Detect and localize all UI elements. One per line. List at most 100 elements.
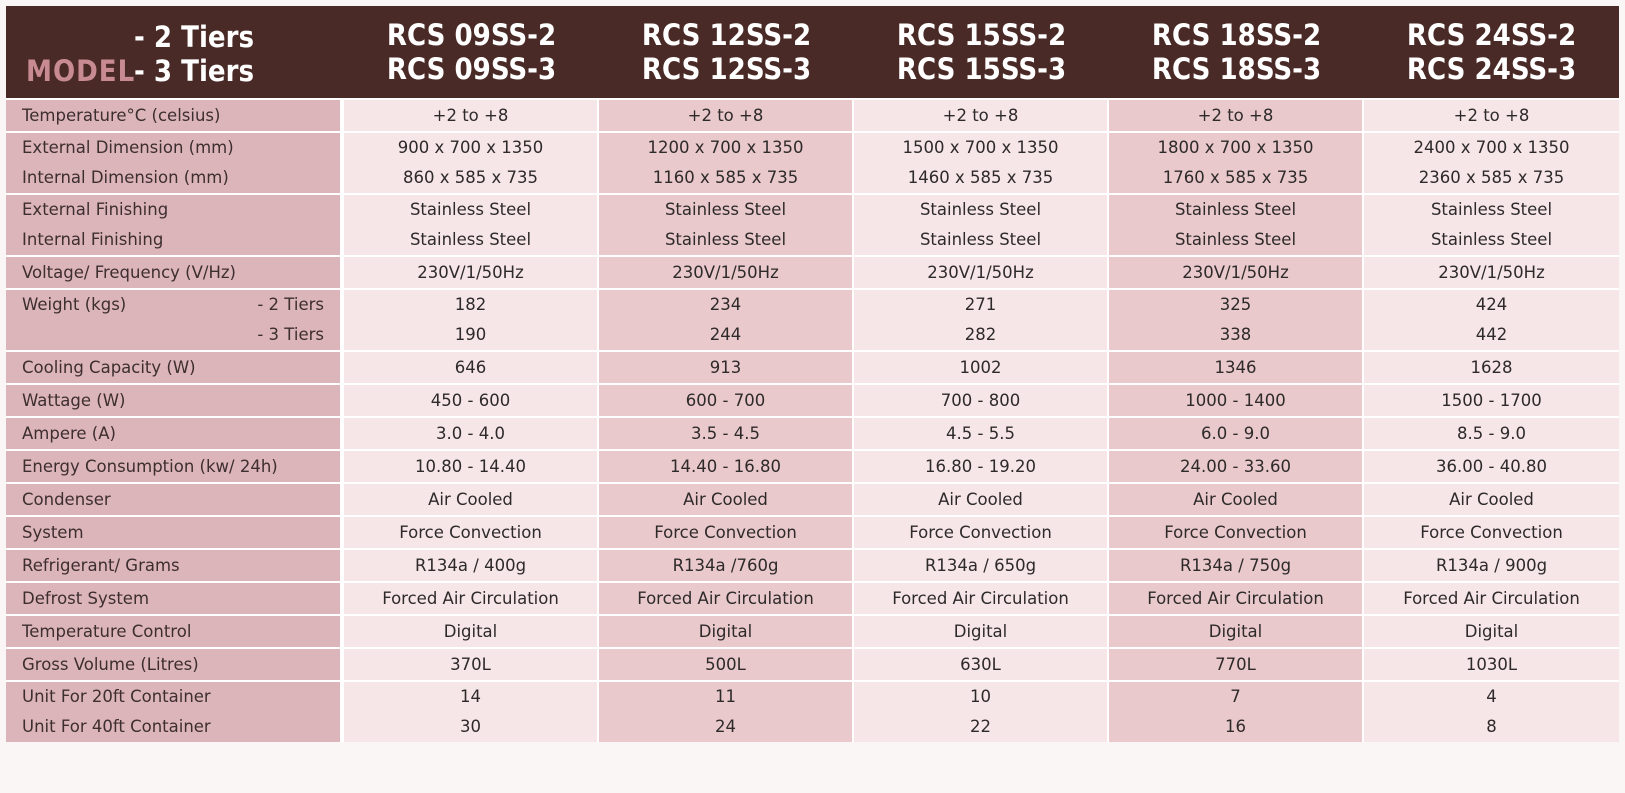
value-cell: 913: [599, 350, 854, 383]
value-line: 2360 x 585 x 735: [1418, 168, 1565, 187]
value-cell: R134a / 750g: [1109, 548, 1364, 581]
row-label: Weight (kgs) - 2 Tiers - 3 Tiers: [6, 288, 344, 350]
value-line: 1200 x 700 x 1350: [647, 138, 804, 157]
value-cell: R134a / 400g: [344, 548, 599, 581]
row-energy: Energy Consumption (kw/ 24h) 10.80 - 14.…: [6, 449, 1619, 482]
row-label: External Finishing Internal Finishing: [6, 193, 344, 255]
value-line: 4: [1486, 687, 1497, 706]
value-line: 22: [970, 717, 991, 736]
value-cell: 1346: [1109, 350, 1364, 383]
value-cell: 424 442: [1364, 288, 1619, 350]
model-3-tier: RCS 09SS-3: [386, 52, 557, 86]
value-line: Stainless Steel: [664, 230, 787, 249]
model-3-tier: RCS 12SS-3: [641, 52, 812, 86]
row-label: Temperature Control: [6, 614, 344, 647]
row-label: Refrigerant/ Grams: [6, 548, 344, 581]
row-voltage: Voltage/ Frequency (V/Hz) 230V/1/50Hz 23…: [6, 255, 1619, 288]
value-cell: 630L: [854, 647, 1109, 680]
row-label: Cooling Capacity (W): [6, 350, 344, 383]
value-cell: Forced Air Circulation: [1109, 581, 1364, 614]
value-cell: Digital: [1109, 614, 1364, 647]
value-cell: R134a / 900g: [1364, 548, 1619, 581]
model-3-tier: RCS 24SS-3: [1406, 52, 1577, 86]
row-label-line: External Dimension (mm): [22, 138, 234, 157]
value-line: 16: [1225, 717, 1246, 736]
value-cell: Air Cooled: [1109, 482, 1364, 515]
model-label: MODEL: [26, 54, 136, 88]
value-cell: 1002: [854, 350, 1109, 383]
value-line: Stainless Steel: [409, 230, 532, 249]
model-header: - 2 Tiers - 3 Tiers MODEL: [6, 6, 344, 98]
value-cell: Air Cooled: [1364, 482, 1619, 515]
value-cell: Air Cooled: [344, 482, 599, 515]
value-cell: 3.5 - 4.5: [599, 416, 854, 449]
value-cell: Stainless Steel Stainless Steel: [344, 193, 599, 255]
value-line: 271: [964, 295, 997, 314]
value-cell: 234 244: [599, 288, 854, 350]
value-cell: Stainless Steel Stainless Steel: [599, 193, 854, 255]
row-cooling: Cooling Capacity (W) 646 913 1002 1346 1…: [6, 350, 1619, 383]
value-cell: +2 to +8: [1109, 98, 1364, 131]
value-cell: 271 282: [854, 288, 1109, 350]
row-label-line: Unit For 40ft Container: [22, 717, 211, 736]
value-cell: 450 - 600: [344, 383, 599, 416]
value-cell: 3.0 - 4.0: [344, 416, 599, 449]
value-line: 8: [1486, 717, 1497, 736]
row-label: Temperature°C (celsius): [6, 98, 344, 131]
model-col-15: RCS 15SS-2 RCS 15SS-3: [854, 6, 1109, 98]
model-col-12: RCS 12SS-2 RCS 12SS-3: [599, 6, 854, 98]
value-cell: Digital: [1364, 614, 1619, 647]
model-2-tier: RCS 12SS-2: [641, 18, 812, 52]
row-label: External Dimension (mm) Internal Dimensio…: [6, 131, 344, 193]
value-line: Stainless Steel: [919, 200, 1042, 219]
value-cell: 230V/1/50Hz: [1109, 255, 1364, 288]
model-2-tier: RCS 18SS-2: [1151, 18, 1322, 52]
value-cell: 1030L: [1364, 647, 1619, 680]
value-cell: Digital: [344, 614, 599, 647]
value-line: 182: [454, 295, 487, 314]
value-line: Stainless Steel: [1430, 200, 1553, 219]
value-line: 1500 x 700 x 1350: [902, 138, 1059, 157]
row-label: Wattage (W): [6, 383, 344, 416]
model-col-09: RCS 09SS-2 RCS 09SS-3: [344, 6, 599, 98]
row-gross-volume: Gross Volume (Litres) 370L 500L 630L 770…: [6, 647, 1619, 680]
value-cell: Forced Air Circulation: [1364, 581, 1619, 614]
value-line: 10: [970, 687, 991, 706]
weight-sub-2-tier: - 2 Tiers: [257, 295, 324, 314]
value-cell: 24.00 - 33.60: [1109, 449, 1364, 482]
value-line: 338: [1219, 325, 1252, 344]
value-cell: +2 to +8: [854, 98, 1109, 131]
row-label: Energy Consumption (kw/ 24h): [6, 449, 344, 482]
value-cell: 14 30: [344, 680, 599, 742]
value-cell: Stainless Steel Stainless Steel: [854, 193, 1109, 255]
value-cell: 325 338: [1109, 288, 1364, 350]
value-line: 442: [1475, 325, 1508, 344]
value-cell: Forced Air Circulation: [344, 581, 599, 614]
value-cell: R134a /760g: [599, 548, 854, 581]
value-cell: 770L: [1109, 647, 1364, 680]
value-line: 7: [1230, 687, 1241, 706]
value-cell: Force Convection: [854, 515, 1109, 548]
value-cell: 230V/1/50Hz: [854, 255, 1109, 288]
row-label: Gross Volume (Litres): [6, 647, 344, 680]
value-line: Stainless Steel: [1174, 200, 1297, 219]
value-cell: 230V/1/50Hz: [599, 255, 854, 288]
tier-3-label: - 3 Tiers: [134, 54, 254, 88]
value-line: 14: [460, 687, 481, 706]
model-2-tier: RCS 09SS-2: [386, 18, 557, 52]
value-line: Stainless Steel: [1174, 230, 1297, 249]
value-cell: 182 190: [344, 288, 599, 350]
header-row: - 2 Tiers - 3 Tiers MODEL RCS 09SS-2 RCS …: [6, 6, 1619, 98]
value-cell: 8.5 - 9.0: [1364, 416, 1619, 449]
value-cell: 700 - 800: [854, 383, 1109, 416]
row-temperature: Temperature°C (celsius) +2 to +8 +2 to +…: [6, 98, 1619, 131]
row-temp-control: Temperature Control Digital Digital Digi…: [6, 614, 1619, 647]
value-cell: 900 x 700 x 1350 860 x 585 x 735: [344, 131, 599, 193]
value-cell: Forced Air Circulation: [599, 581, 854, 614]
value-cell: 230V/1/50Hz: [1364, 255, 1619, 288]
row-finishing: External Finishing Internal Finishing Sta…: [6, 193, 1619, 255]
row-refrigerant: Refrigerant/ Grams R134a / 400g R134a /7…: [6, 548, 1619, 581]
value-cell: 36.00 - 40.80: [1364, 449, 1619, 482]
value-cell: Air Cooled: [599, 482, 854, 515]
value-line: 11: [715, 687, 736, 706]
